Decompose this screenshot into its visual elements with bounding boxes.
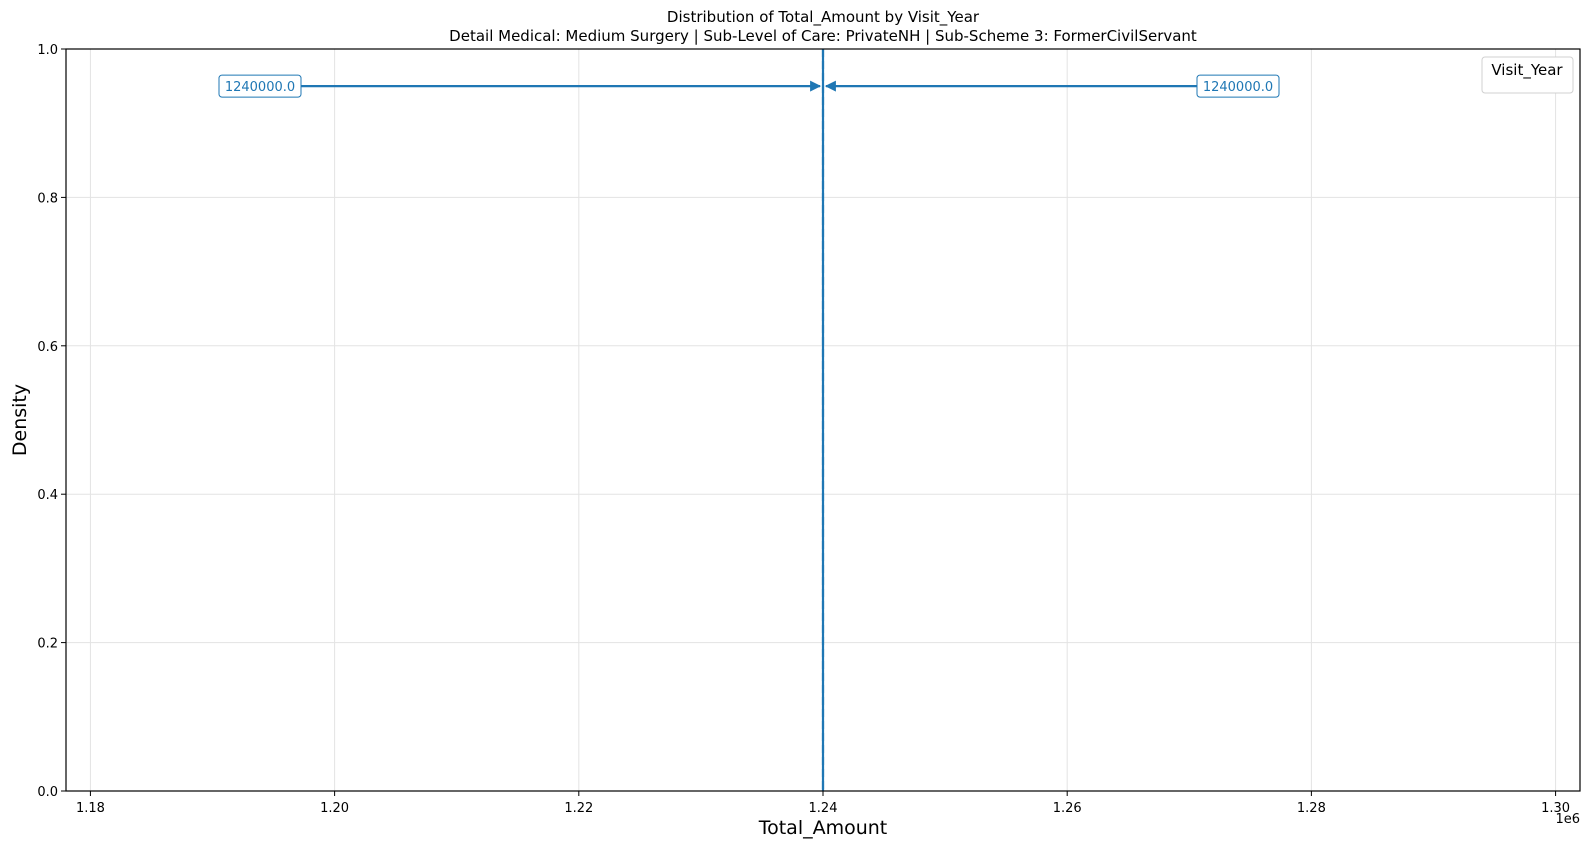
- chart-title: Distribution of Total_Amount by Visit_Ye…: [667, 8, 980, 27]
- y-tick-label: 0.8: [37, 191, 58, 206]
- annotation-right: 1240000.0: [824, 74, 1280, 98]
- annotation-layer: 1240000.0 1240000.0: [218, 74, 1280, 98]
- y-axis-label: Density: [9, 384, 31, 456]
- legend: Visit_Year: [1481, 56, 1574, 94]
- y-tick-label: 0.2: [37, 637, 58, 652]
- y-tick-label: 0.0: [37, 785, 58, 800]
- chart-subtitle: Detail Medical: Medium Surgery | Sub-Lev…: [449, 27, 1197, 45]
- annotation-box: [218, 74, 302, 98]
- y-tick-label: 1.0: [37, 43, 58, 58]
- y-axis-ticks: 0.0 0.2 0.4 0.6 0.8 1.0: [37, 43, 66, 800]
- y-tick-label: 0.4: [37, 488, 58, 503]
- x-tick-label: 1.24: [809, 801, 838, 816]
- annotation-label: 1240000.0: [225, 80, 295, 95]
- annotation-box: [1196, 74, 1280, 98]
- y-tick-label: 0.6: [37, 340, 58, 355]
- x-tick-label: 1.22: [564, 801, 593, 816]
- x-axis-label: Total_Amount: [758, 817, 888, 839]
- annotation-label: 1240000.0: [1203, 80, 1273, 95]
- x-tick-label: 1.20: [320, 801, 349, 816]
- x-tick-label: 1.18: [76, 801, 105, 816]
- legend-title: Visit_Year: [1491, 61, 1563, 80]
- x-tick-label: 1.30: [1541, 801, 1570, 816]
- x-axis-ticks: 1.18 1.20 1.22 1.24 1.26 1.28 1.30: [76, 791, 1570, 816]
- legend-box: [1481, 56, 1574, 94]
- x-tick-label: 1.28: [1297, 801, 1326, 816]
- annotation-left: 1240000.0: [218, 74, 822, 98]
- x-axis-offset: 1e6: [1555, 812, 1580, 827]
- x-tick-label: 1.26: [1053, 801, 1082, 816]
